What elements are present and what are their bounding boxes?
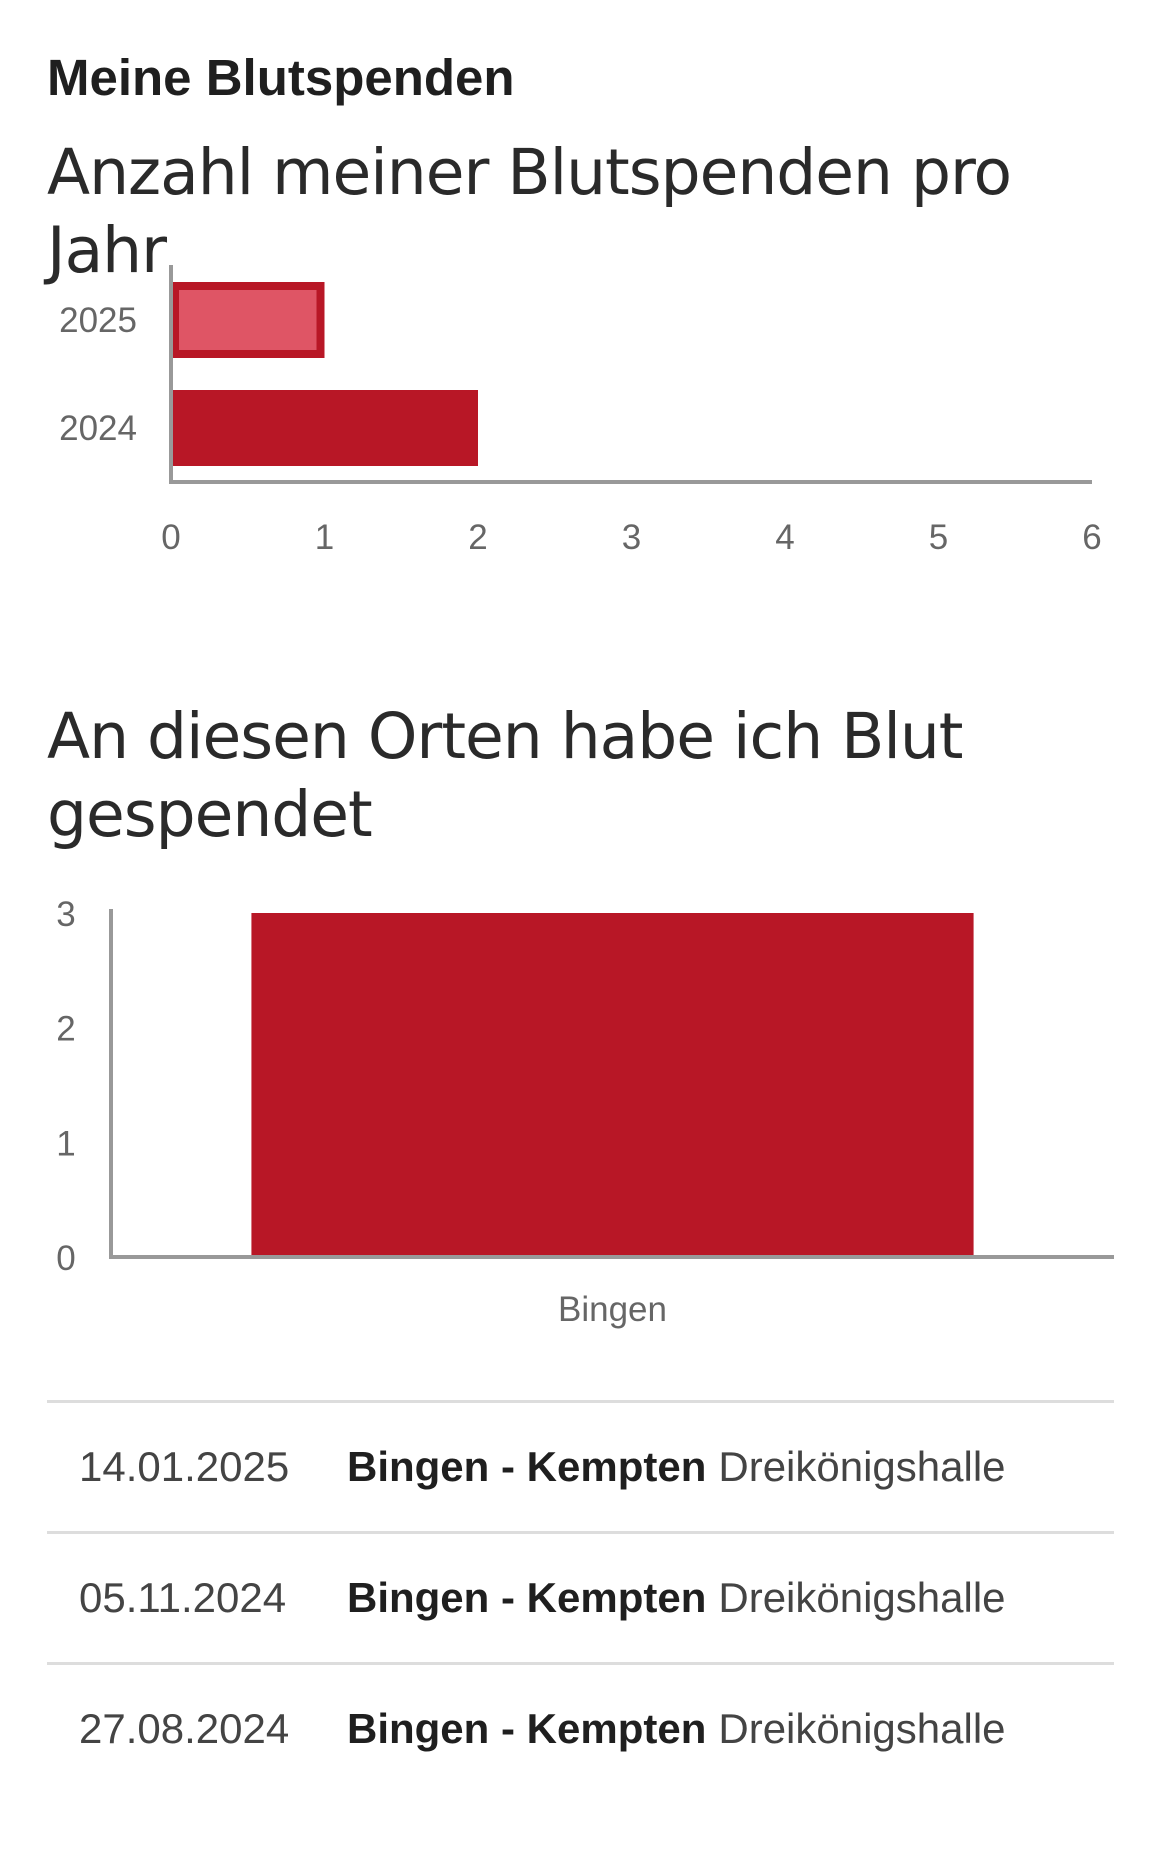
- x-tick-label: 3: [622, 518, 641, 557]
- y-tick-label: 2025: [59, 301, 137, 340]
- x-tick-label: Bingen: [558, 1290, 667, 1329]
- y-tick-label: 0: [56, 1239, 75, 1278]
- donation-place: Bingen - Kempten: [347, 1574, 706, 1622]
- bar-2025: [171, 282, 325, 358]
- y-tick-label: 2024: [59, 409, 137, 448]
- donation-location: Kempten: [526, 1705, 707, 1752]
- donation-list: 14.01.2025 Bingen - Kempten Dreikönigsha…: [47, 1400, 1114, 1793]
- bar-bingen: [251, 913, 974, 1257]
- donation-place: Bingen - Kempten: [347, 1443, 706, 1491]
- donation-separator: -: [501, 1443, 515, 1490]
- x-tick-label: 0: [161, 518, 180, 557]
- donations-per-year-chart: 2025 2024 0 1 2 3 4 5 6: [59, 265, 1102, 557]
- donations-by-location-chart: Bingen 0 1 2 3: [56, 895, 1114, 1329]
- donation-location: Kempten: [526, 1443, 707, 1490]
- donation-city: Bingen: [347, 1443, 490, 1490]
- donation-city: Bingen: [347, 1705, 490, 1752]
- chart-title-per-year: Anzahl meiner Blutspenden pro Jahr: [47, 136, 1012, 287]
- donation-separator: -: [501, 1574, 515, 1621]
- donation-venue: Dreikönigshalle: [718, 1705, 1006, 1752]
- y-tick-label: 2: [56, 1010, 75, 1049]
- x-tick-label: 4: [775, 518, 794, 557]
- x-tick-label: 1: [315, 518, 334, 557]
- x-tick-label: 5: [929, 518, 948, 557]
- chart-title-locations: An diesen Orten habe ich Blut gespendet: [47, 700, 964, 851]
- donation-place: Bingen - Kempten: [347, 1705, 706, 1753]
- donation-location: Kempten: [526, 1574, 707, 1621]
- donation-row[interactable]: 05.11.2024 Bingen - Kempten Dreikönigsha…: [47, 1531, 1114, 1662]
- donation-row[interactable]: 14.01.2025 Bingen - Kempten Dreikönigsha…: [47, 1400, 1114, 1531]
- y-tick-label: 1: [56, 1124, 75, 1163]
- y-tick-label: 3: [56, 895, 75, 934]
- donation-city: Bingen: [347, 1574, 490, 1621]
- donation-date: 14.01.2025: [79, 1443, 290, 1490]
- donation-date: 27.08.2024: [79, 1705, 290, 1752]
- bar-2024: [171, 390, 478, 466]
- donation-row[interactable]: 27.08.2024 Bingen - Kempten Dreikönigsha…: [47, 1662, 1114, 1793]
- donation-separator: -: [501, 1705, 515, 1752]
- donation-venue: Dreikönigshalle: [718, 1443, 1006, 1490]
- page-heading: Meine Blutspenden: [47, 49, 515, 106]
- donation-date: 05.11.2024: [79, 1574, 287, 1621]
- x-tick-label: 6: [1082, 518, 1101, 557]
- x-tick-label: 2: [468, 518, 487, 557]
- donation-venue: Dreikönigshalle: [718, 1574, 1006, 1621]
